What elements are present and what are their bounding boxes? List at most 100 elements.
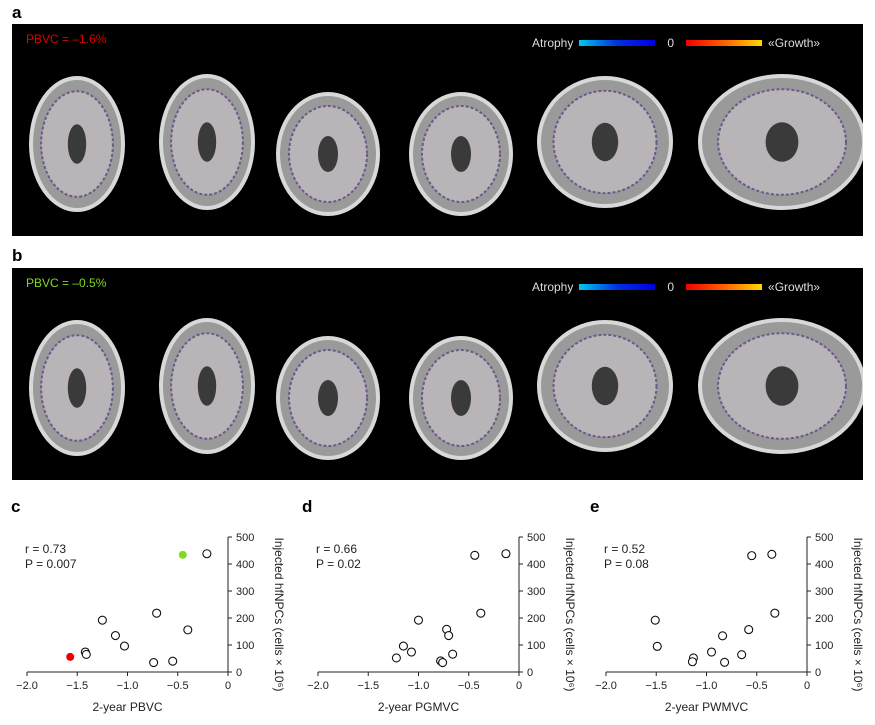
scatter-plot-c: c −2.0 −1.5 −1.0 −0.5 00 100 200 300 400 500 2-year… <box>11 497 286 714</box>
data-point <box>119 641 130 651</box>
data-point <box>747 551 757 561</box>
data-point <box>438 658 448 668</box>
x-axis-label: 2-year PBVC <box>92 700 162 714</box>
y-tick-label: 0 <box>236 667 242 679</box>
y-tick-label: 400 <box>815 559 833 571</box>
data-point <box>149 658 159 668</box>
y-tick-label: 0 <box>815 667 821 679</box>
x-tick-label: −2.0 <box>307 680 329 692</box>
y-tick-label: 100 <box>815 640 833 652</box>
pbvc-value: PBVC = –1.6% <box>26 32 107 46</box>
x-tick-label: −1.0 <box>117 680 139 692</box>
y-tick-label: 300 <box>527 586 545 598</box>
x-tick-label: −1.5 <box>66 680 88 692</box>
data-point <box>744 625 754 635</box>
brain-slices <box>29 318 866 460</box>
data-point <box>413 615 424 625</box>
x-tick-label: −0.5 <box>458 680 480 692</box>
scatter-plot-e: e −2.0 −1.5 −1.0 −0.5 00 100 200 300 400 500 2-year… <box>590 497 865 714</box>
mri-panel-a: PBVC = –1.6% Atrophy 0 «Growth» <box>12 24 866 236</box>
y-axis-label: Injected hfNPCs (cells × 10⁶) <box>272 537 286 691</box>
panel-label-b: b <box>12 246 23 265</box>
data-point <box>706 647 717 657</box>
data-point <box>720 657 730 667</box>
data-point <box>448 649 458 659</box>
x-tick-label: 0 <box>516 680 522 692</box>
y-tick-label: 300 <box>236 586 254 598</box>
data-point <box>687 657 697 667</box>
y-tick-label: 500 <box>236 532 254 544</box>
x-tick-label: −2.0 <box>595 680 617 692</box>
correlation-r: r = 0.73 <box>25 542 66 556</box>
brain-slices <box>29 74 866 216</box>
growth-colorbar <box>686 40 763 46</box>
brain-ventricle <box>318 380 338 416</box>
data-point <box>391 653 401 663</box>
y-tick-label: 200 <box>815 613 833 625</box>
data-point <box>81 649 91 659</box>
x-axis-label: 2-year PGMVC <box>378 700 460 714</box>
x-tick-label: −1.5 <box>357 680 379 692</box>
data-point <box>398 641 408 651</box>
brain-ventricle <box>197 122 217 162</box>
panel-label-d: d <box>302 497 312 516</box>
legend-atrophy: Atrophy <box>532 280 574 294</box>
y-axis-label: Injected hfNPCs (cells × 10⁶) <box>563 537 577 691</box>
y-tick-label: 0 <box>527 667 533 679</box>
mri-panel-b: PBVC = –0.5% Atrophy 0 «Growth» <box>12 268 866 480</box>
x-axis-label: 2-year PWMVC <box>665 700 749 714</box>
y-tick-label: 500 <box>527 532 545 544</box>
brain-ventricle <box>591 122 619 162</box>
data-point <box>168 656 178 666</box>
legend-growth: «Growth» <box>768 36 821 50</box>
correlation-r: r = 0.52 <box>604 542 645 556</box>
p-value: P = 0.02 <box>316 557 361 571</box>
legend-zero: 0 <box>667 36 675 50</box>
data-point <box>476 608 486 618</box>
brain-ventricle <box>318 136 338 172</box>
brain-ventricle <box>765 122 799 162</box>
data-point <box>767 549 777 559</box>
data-point <box>202 549 212 559</box>
panel-label-c: c <box>11 497 20 516</box>
x-tick-label: −0.5 <box>746 680 768 692</box>
y-tick-label: 300 <box>815 586 833 598</box>
y-tick-label: 100 <box>236 640 254 652</box>
x-tick-label: −1.0 <box>408 680 430 692</box>
growth-colorbar <box>686 284 763 290</box>
y-tick-label: 500 <box>815 532 833 544</box>
y-tick-label: 200 <box>527 613 545 625</box>
data-point <box>97 615 107 625</box>
data-point <box>650 615 660 625</box>
x-tick-label: −0.5 <box>167 680 189 692</box>
legend-growth: «Growth» <box>768 280 821 294</box>
data-point <box>406 647 417 657</box>
data-point <box>444 631 454 641</box>
y-tick-label: 100 <box>527 640 545 652</box>
brain-ventricle <box>765 366 799 406</box>
p-value: P = 0.007 <box>25 557 77 571</box>
brain-ventricle <box>451 136 471 172</box>
brain-ventricle <box>67 368 87 408</box>
y-tick-label: 400 <box>527 559 545 571</box>
y-axis-label: Injected hfNPCs (cells × 10⁶) <box>851 537 865 691</box>
data-point <box>718 631 728 641</box>
atrophy-colorbar <box>579 284 656 290</box>
atrophy-colorbar <box>579 40 656 46</box>
colorbar-legend: Atrophy 0 «Growth» <box>532 280 820 294</box>
data-point <box>652 641 662 651</box>
brain-ventricle <box>591 366 619 406</box>
x-tick-label: 0 <box>225 680 231 692</box>
scatter-plot-d: d −2.0 −1.5 −1.0 −0.5 00 100 200 300 400 500 2-year… <box>302 497 577 714</box>
brain-ventricle <box>67 124 87 164</box>
data-point <box>770 608 780 618</box>
x-tick-label: −1.5 <box>645 680 667 692</box>
pbvc-value: PBVC = –0.5% <box>26 276 107 290</box>
data-point <box>66 652 75 661</box>
brain-ventricle <box>451 380 471 416</box>
data-point <box>737 650 747 660</box>
data-point <box>152 608 162 618</box>
x-tick-label: −1.0 <box>696 680 718 692</box>
panel-label-a: a <box>12 3 22 22</box>
